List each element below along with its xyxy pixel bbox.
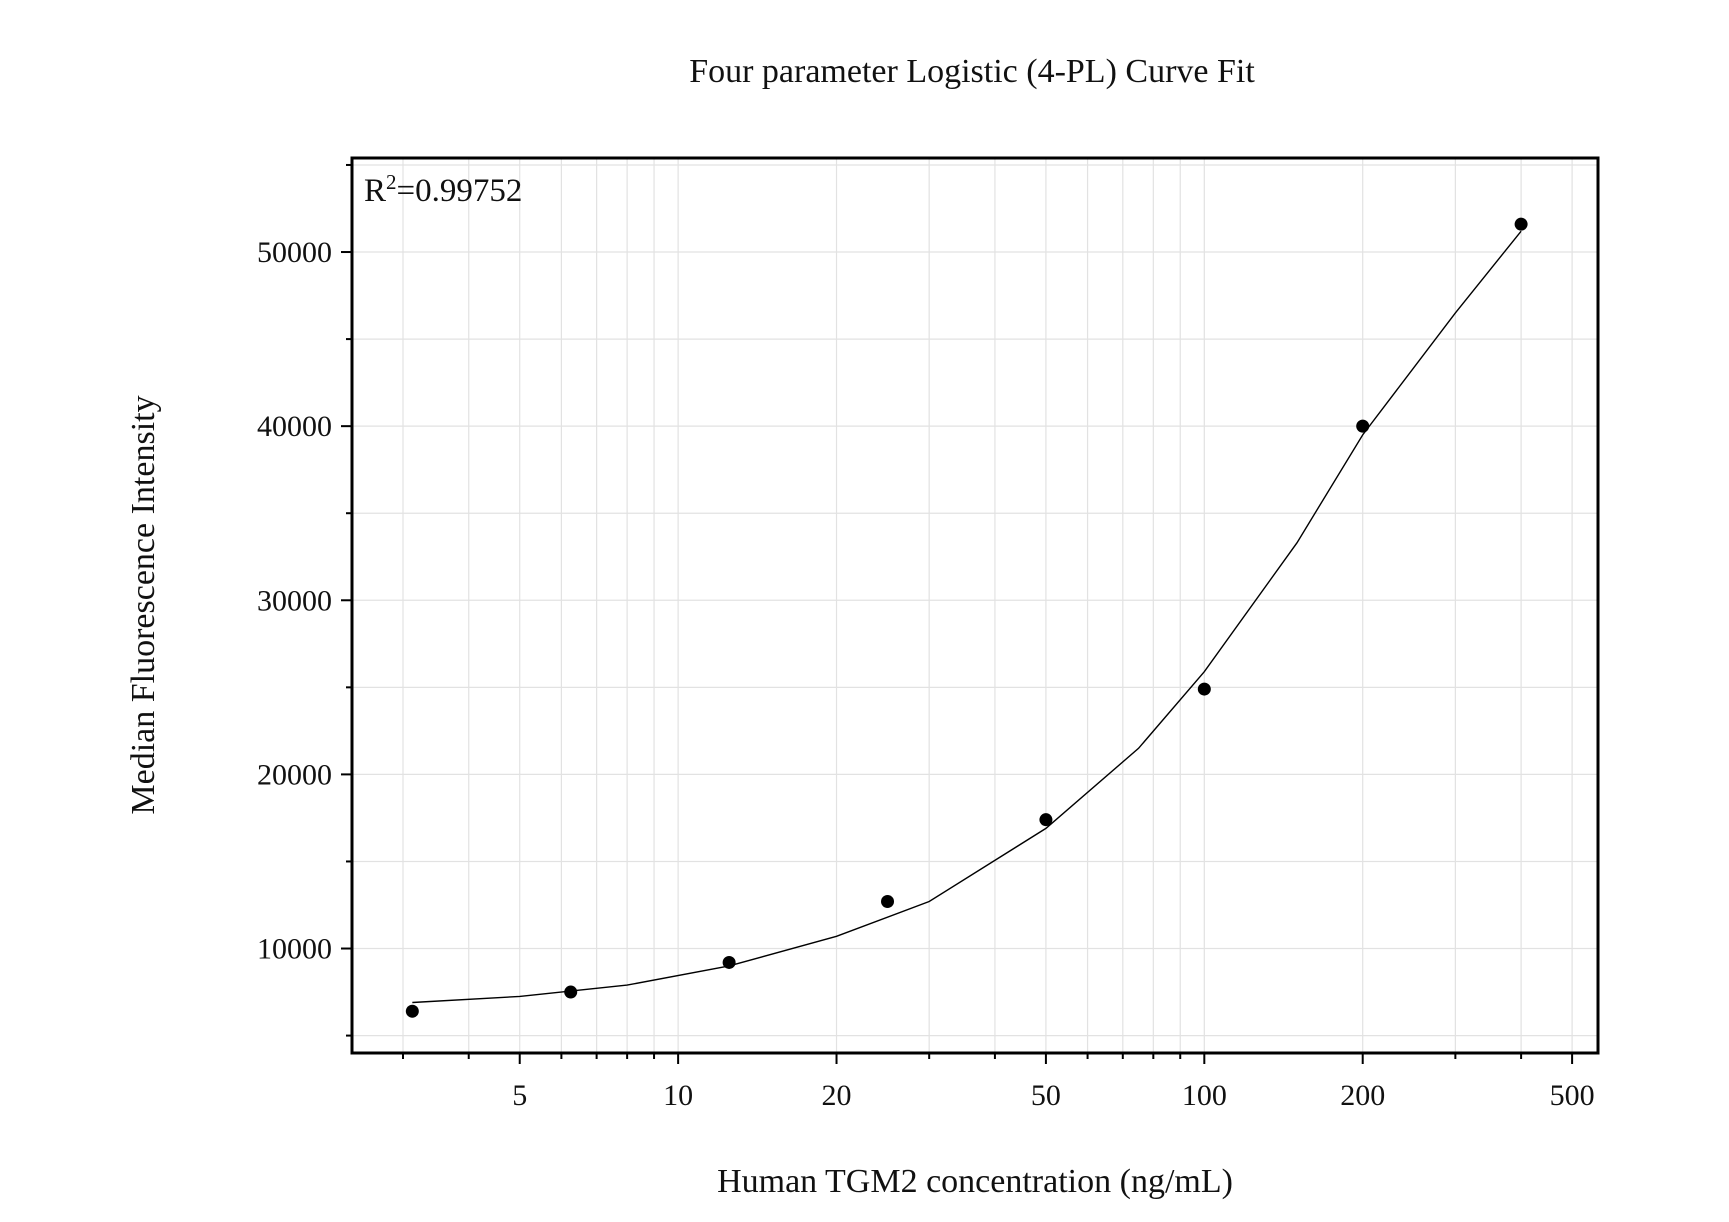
data-point: [564, 985, 578, 999]
y-tick-label: 20000: [257, 758, 332, 791]
x-tick-label: 50: [1031, 1079, 1061, 1112]
data-point: [881, 895, 895, 909]
y-tick-label: 30000: [257, 584, 332, 617]
r-squared-symbol: R: [364, 173, 386, 209]
axis-tick-labels: 5 10 20 50 100 200 500 10000 20000 30000 40000 5000…: [257, 236, 1595, 1112]
x-tick-label: 100: [1182, 1079, 1227, 1112]
chart-title: Four parameter Logistic (4-PL) Curve Fit: [689, 53, 1255, 90]
fit-curve: [412, 230, 1522, 1004]
y-tick-label: 50000: [257, 236, 332, 269]
x-tick-label: 5: [512, 1079, 527, 1112]
plot-frame: [350, 156, 1600, 1055]
r-squared-exponent: 2: [386, 170, 397, 194]
data-point: [1356, 419, 1370, 433]
data-point: [405, 1004, 419, 1018]
data-point: [1039, 813, 1053, 827]
r-squared-value: =0.99752: [397, 173, 523, 209]
y-tick-label: 10000: [257, 933, 332, 966]
y-tick-label: 40000: [257, 410, 332, 443]
r-squared-annotation: R2=0.99752: [364, 170, 522, 209]
y-axis-label: Median Fluorescence Intensity: [125, 395, 162, 814]
x-axis-label: Human TGM2 concentration (ng/mL): [717, 1163, 1233, 1200]
data-point: [1197, 682, 1211, 696]
data-point: [1514, 217, 1528, 231]
x-tick-label: 10: [663, 1079, 693, 1112]
x-tick-label: 200: [1340, 1079, 1385, 1112]
data-points: [405, 217, 1528, 1018]
data-point: [722, 955, 736, 969]
axis-ticks: [341, 163, 1574, 1064]
grid: [352, 158, 1598, 1053]
x-tick-label: 20: [822, 1079, 852, 1112]
x-tick-label: 500: [1550, 1079, 1595, 1112]
